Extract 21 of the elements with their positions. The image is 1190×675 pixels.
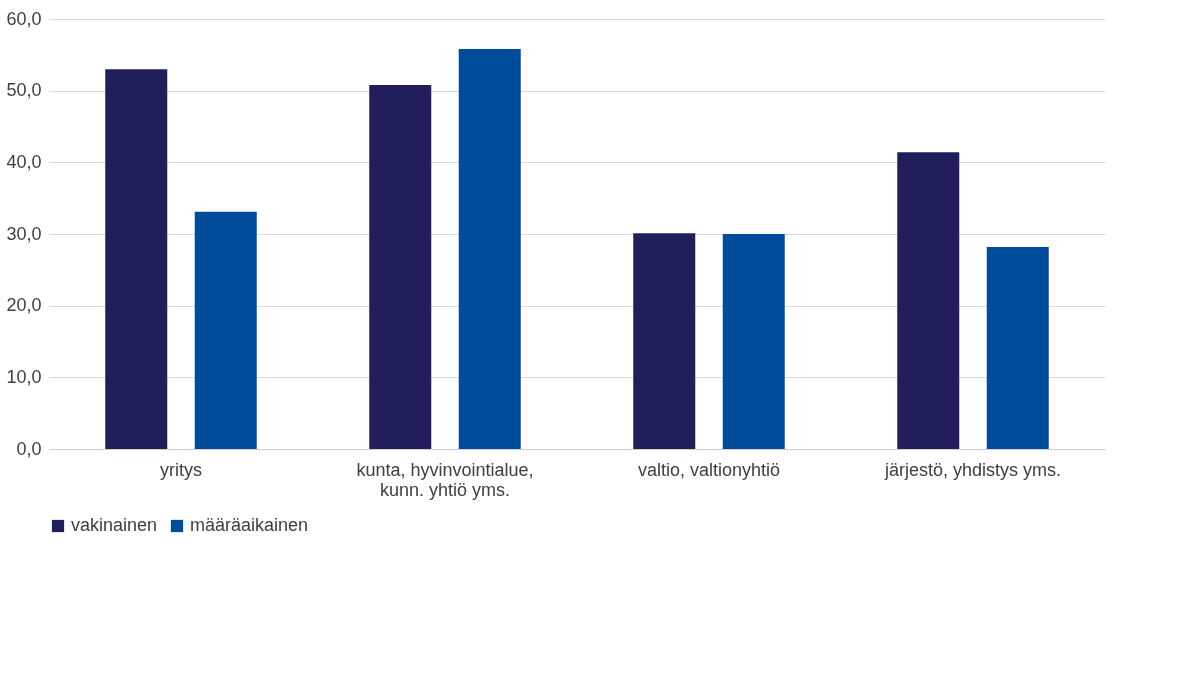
y-tick-label: 50,0 — [6, 80, 42, 101]
legend-label: vakinainen — [71, 515, 158, 535]
y-tick-label: 0,0 — [16, 438, 42, 459]
bar — [105, 69, 168, 449]
bar — [458, 49, 521, 449]
y-tick-label: 60,0 — [6, 8, 42, 29]
bar — [369, 84, 432, 449]
bar — [633, 233, 696, 449]
bar — [897, 152, 960, 449]
x-tick-label: valtio, valtionyhtiö — [637, 459, 781, 480]
x-tick-label: kunta, hyvinvointialue, kunn. yhtiö yms. — [356, 459, 534, 500]
y-tick-label: 20,0 — [6, 295, 42, 316]
y-tick-label: 10,0 — [6, 366, 42, 387]
x-tick-label: järjestö, yhdistys yms. — [883, 459, 1062, 480]
legend-label: määräaikainen — [190, 515, 309, 535]
y-tick-label: 30,0 — [6, 223, 42, 244]
bar — [722, 234, 785, 449]
x-tick-label: yritys — [160, 459, 202, 480]
bar — [986, 246, 1049, 449]
bar — [194, 211, 257, 449]
y-tick-label: 40,0 — [6, 151, 42, 172]
